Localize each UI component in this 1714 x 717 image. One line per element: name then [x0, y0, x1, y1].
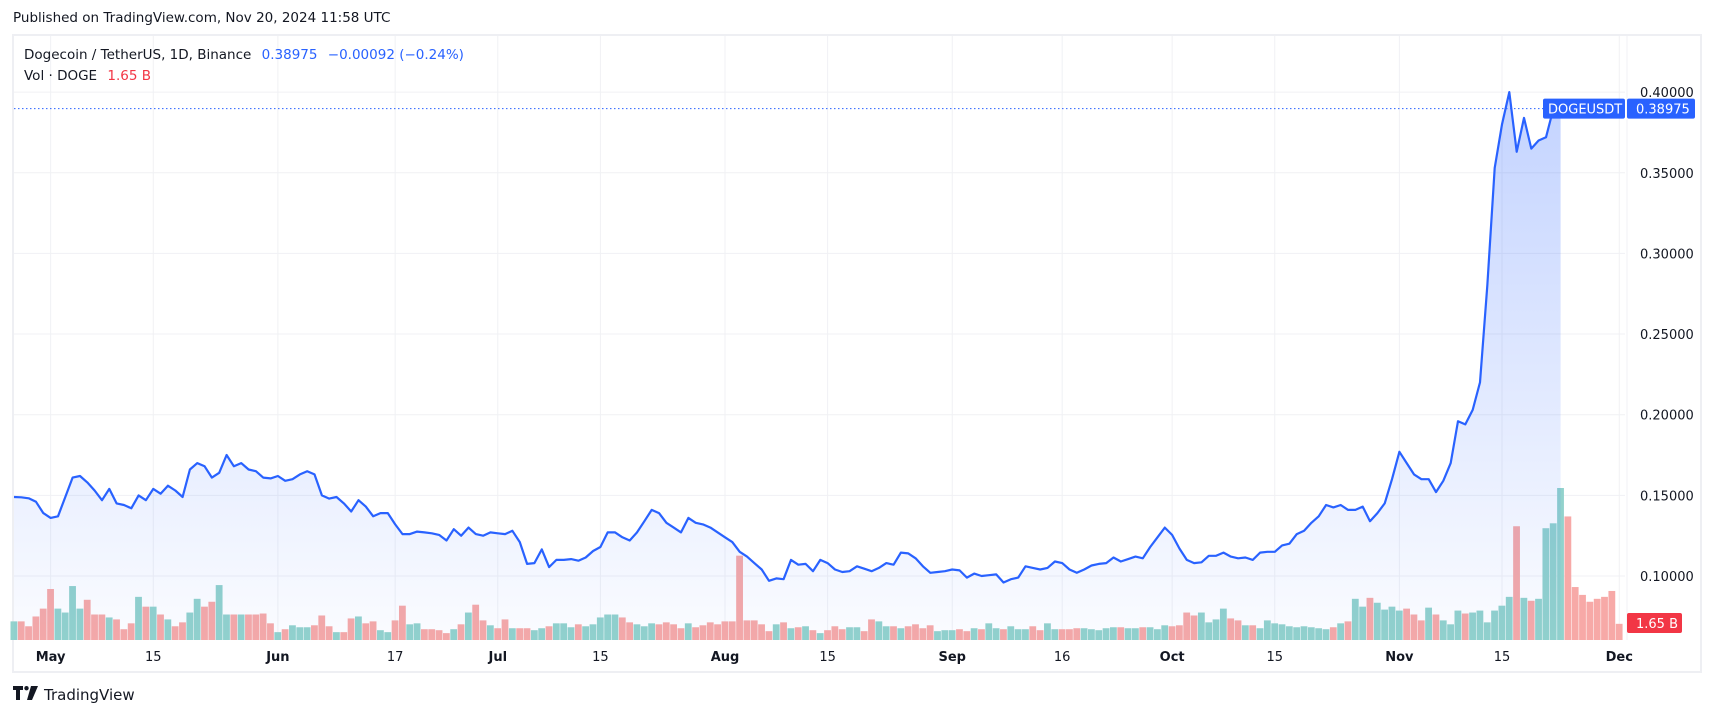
svg-text:15: 15 [1266, 650, 1283, 665]
legend-main-row: Dogecoin / TetherUS, 1D, Binance 0.38975… [24, 45, 464, 66]
tradingview-logo-icon [13, 686, 39, 704]
svg-text:0.35000: 0.35000 [1640, 167, 1694, 182]
time-axis[interactable]: May 15 Jun 17 Jul 15 Aug 15 Sep 16 Oct 15 Nov 15 Dec [36, 650, 1633, 665]
svg-text:Aug: Aug [711, 650, 740, 665]
symbol-tag-bg [1543, 98, 1625, 119]
svg-text:Nov: Nov [1385, 650, 1414, 665]
price-tag: DOGEUSDT 0.38975 [1543, 98, 1695, 119]
symbol-tag-label: DOGEUSDT [1548, 103, 1622, 118]
svg-text:Sep: Sep [938, 650, 966, 665]
price-change: −0.00092 (−0.24%) [327, 47, 464, 63]
svg-text:0.40000: 0.40000 [1640, 86, 1694, 101]
svg-text:16: 16 [1054, 650, 1071, 665]
volume-tag: 1.65 B [1627, 613, 1682, 633]
svg-text:Jun: Jun [265, 650, 289, 665]
svg-text:Oct: Oct [1160, 650, 1185, 665]
svg-text:May: May [36, 650, 66, 665]
svg-text:17: 17 [387, 650, 404, 665]
tradingview-brand[interactable]: TradingView [13, 686, 135, 704]
svg-text:0.30000: 0.30000 [1640, 247, 1694, 262]
tradingview-brand-label: TradingView [44, 686, 135, 704]
symbol-description[interactable]: Dogecoin / TetherUS, 1D, Binance [24, 47, 252, 63]
svg-text:0.20000: 0.20000 [1640, 409, 1694, 424]
svg-text:15: 15 [1494, 650, 1511, 665]
svg-text:Dec: Dec [1606, 650, 1633, 665]
svg-text:0.25000: 0.25000 [1640, 328, 1694, 343]
price-line [13, 91, 1561, 584]
price-tag-value: 0.38975 [1636, 103, 1690, 118]
svg-text:0.10000: 0.10000 [1640, 570, 1694, 585]
last-price: 0.38975 [261, 47, 318, 63]
volume-tag-bg [1627, 613, 1682, 633]
svg-text:0.15000: 0.15000 [1640, 489, 1694, 504]
svg-text:15: 15 [819, 650, 836, 665]
volume-label[interactable]: Vol · DOGE [24, 68, 98, 84]
svg-text:15: 15 [145, 650, 162, 665]
price-axis[interactable]: 0.10000 0.15000 0.20000 0.25000 0.30000 0.350… [1640, 86, 1694, 585]
volume-value: 1.65 B [107, 68, 152, 84]
svg-text:Jul: Jul [487, 650, 507, 665]
price-area-fill [14, 92, 1561, 641]
volume-tag-value: 1.65 B [1636, 617, 1678, 632]
legend-volume-row: Vol · DOGE 1.65 B [24, 66, 464, 87]
svg-text:15: 15 [592, 650, 609, 665]
chart-legend: Dogecoin / TetherUS, 1D, Binance 0.38975… [24, 45, 464, 87]
price-tag-bg [1627, 98, 1695, 119]
published-caption: Published on TradingView.com, Nov 20, 20… [13, 10, 391, 26]
